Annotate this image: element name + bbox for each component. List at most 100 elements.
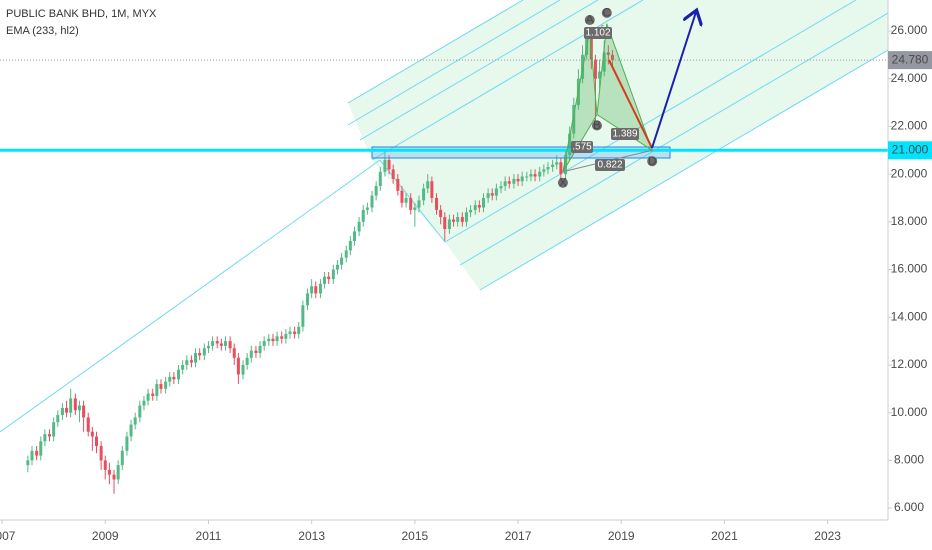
- candle-body: [223, 341, 227, 346]
- candle-body: [65, 407, 69, 413]
- candle-body: [194, 353, 198, 363]
- candle-body: [516, 178, 520, 182]
- candle-body: [133, 417, 137, 425]
- pattern-point: [647, 156, 658, 167]
- x-tick-label: 2007: [0, 529, 16, 543]
- candle-body: [439, 209, 443, 218]
- candle-body: [26, 460, 30, 466]
- candle-body: [598, 71, 602, 79]
- candle-body: [327, 276, 331, 280]
- candle-body: [456, 217, 460, 222]
- candle-body: [546, 166, 550, 170]
- ratio-label: .575: [572, 142, 592, 153]
- y-tick-label: 18.000: [891, 214, 928, 228]
- y-tick-label: 26.000: [891, 23, 928, 37]
- pattern-point: [591, 120, 602, 131]
- candle-body: [340, 257, 344, 265]
- candle-body: [538, 171, 542, 177]
- x-tick-label: 2015: [401, 529, 428, 543]
- candle-body: [288, 331, 292, 334]
- candle-body: [271, 338, 275, 342]
- candle-body: [452, 219, 456, 222]
- indicator-label: EMA (233, hl2): [6, 25, 79, 37]
- candle-body: [396, 178, 400, 191]
- candle-body: [378, 171, 382, 187]
- candle-body: [374, 186, 378, 196]
- candle-body: [413, 207, 417, 210]
- candle-body: [404, 197, 408, 203]
- candle-body: [297, 326, 301, 334]
- x-tick-label: 2021: [711, 529, 738, 543]
- candle-body: [370, 195, 374, 208]
- channel-line: [459, 12, 888, 266]
- candle-body: [542, 169, 546, 172]
- candle-body: [245, 357, 249, 365]
- candle-body: [357, 221, 361, 232]
- candle-body: [430, 181, 434, 198]
- candle-body: [422, 188, 426, 201]
- candle-body: [344, 250, 348, 258]
- candle-body: [177, 369, 181, 380]
- candle-body: [529, 174, 533, 177]
- candle-body: [481, 197, 485, 208]
- candle-body: [447, 219, 451, 229]
- x-tick-label: 2019: [608, 529, 635, 543]
- candle-body: [189, 360, 193, 363]
- pattern-point-label: D: [648, 154, 657, 168]
- candle-body: [168, 376, 172, 382]
- candle-body: [602, 52, 606, 72]
- y-tick-label: 10.000: [891, 405, 928, 419]
- candle-body: [185, 360, 189, 365]
- candle-body: [146, 393, 150, 401]
- candle-body: [426, 181, 430, 189]
- candle-body: [155, 384, 159, 396]
- candle-body: [391, 169, 395, 179]
- channel-edge: [379, 159, 446, 243]
- candle-body: [551, 164, 555, 167]
- candle-body: [564, 155, 568, 175]
- candle-body: [473, 205, 477, 210]
- candle-body: [555, 162, 559, 165]
- candle-body: [219, 343, 223, 346]
- candle-body: [103, 460, 107, 470]
- candle-body: [409, 197, 413, 210]
- candle-body: [60, 407, 64, 416]
- pattern-point-label: B: [593, 118, 601, 132]
- candle-body: [211, 341, 215, 346]
- candle-body: [142, 400, 146, 406]
- candle-body: [258, 345, 262, 354]
- candle-body: [112, 474, 116, 480]
- candle-body: [275, 336, 279, 342]
- ratio-label: 1.389: [612, 129, 637, 140]
- candle-body: [593, 59, 597, 79]
- x-tick-label: 2013: [298, 529, 325, 543]
- candle-body: [387, 159, 391, 170]
- candle-body: [486, 193, 490, 198]
- y-tick-label: 22.000: [891, 119, 928, 133]
- candle-body: [35, 450, 39, 456]
- candle-body: [306, 293, 310, 306]
- candle-body: [241, 364, 245, 375]
- candle-body: [494, 188, 498, 196]
- candle-body: [151, 393, 155, 396]
- candle-body: [310, 286, 314, 294]
- candle-body: [43, 434, 47, 442]
- ratio-box: [595, 159, 625, 171]
- candle-body: [318, 283, 322, 294]
- target-arrow: [651, 12, 696, 149]
- candle-body: [77, 405, 81, 411]
- price-tag: [888, 141, 932, 160]
- candle-body: [469, 209, 473, 213]
- chart-title: PUBLIC BANK BHD, 1M, MYX: [6, 8, 157, 20]
- candle-body: [512, 178, 516, 184]
- candle-body: [361, 209, 365, 222]
- candle-body: [331, 269, 335, 280]
- pattern-point-label: A: [586, 13, 594, 27]
- price-tag-label: 24.780: [892, 52, 929, 66]
- candle-body: [262, 341, 266, 346]
- pattern-point-label: C: [602, 6, 611, 20]
- candle-body: [232, 348, 236, 358]
- price-tag-label: 21.000: [892, 142, 929, 156]
